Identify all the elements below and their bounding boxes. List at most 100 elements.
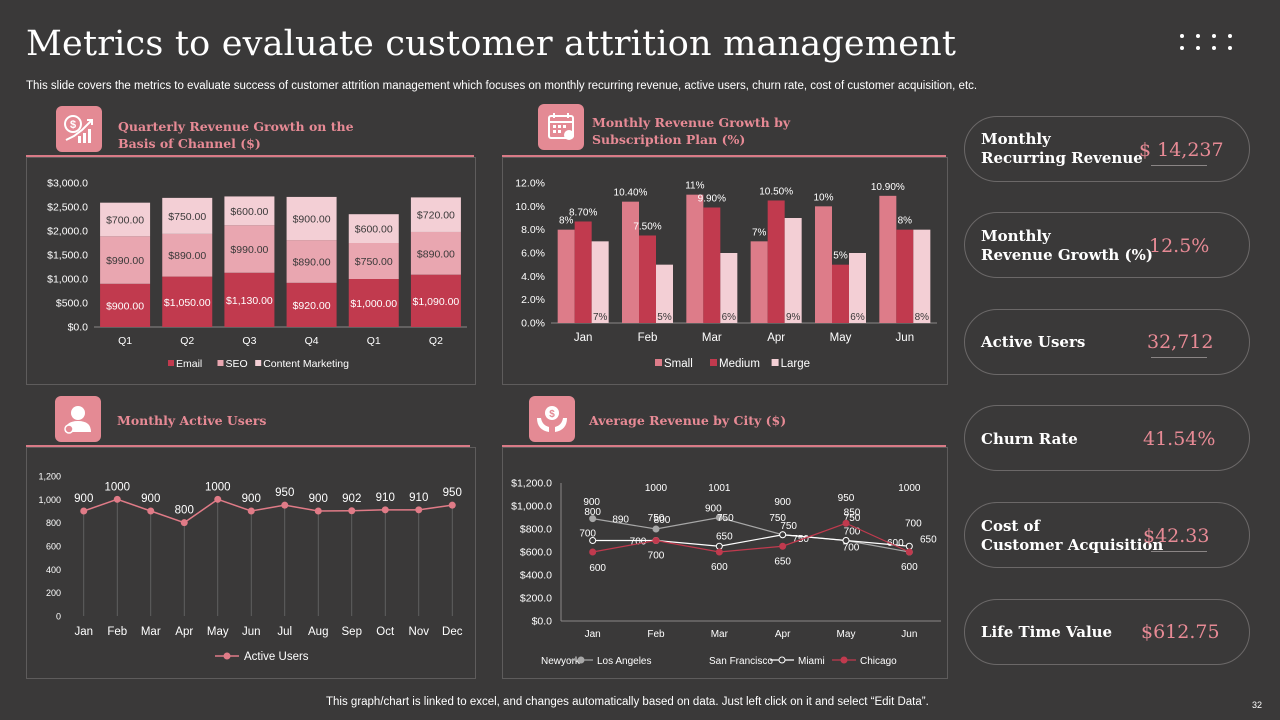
data-label: 6% xyxy=(722,312,737,323)
quarterly-chart-title: Quarterly Revenue Growth on the Basis of … xyxy=(118,119,354,151)
data-label: $900.00 xyxy=(293,214,331,226)
legend-swatch xyxy=(255,360,262,366)
y-tick-label: 2.0% xyxy=(521,294,545,306)
legend-swatch xyxy=(217,360,224,366)
legend-label: Active Users xyxy=(244,651,309,663)
data-label: 900 xyxy=(141,493,160,505)
x-tick-label: Jan xyxy=(574,332,593,344)
y-tick-label: $200.0 xyxy=(520,593,552,605)
data-point xyxy=(147,507,155,515)
data-label: 7% xyxy=(752,227,767,238)
data-label: 950 xyxy=(275,487,294,499)
data-label: 5% xyxy=(657,312,672,323)
data-label: 750 xyxy=(769,513,786,524)
active-users-panel: 0 200 400 600 800 1,000 1,200 Jan Feb Mar Apr May Ju… xyxy=(26,447,476,679)
data-point xyxy=(348,507,356,515)
city-revenue-chart: $0.0 $200.0 $400.0 $600.0 $800.0 $1,000.0 $1,2… xyxy=(511,478,941,667)
data-label: 700 xyxy=(579,529,596,540)
stacked-bar-segment xyxy=(224,225,275,273)
divider xyxy=(1151,357,1207,358)
data-point xyxy=(381,506,389,514)
legend-label: Newyork xyxy=(541,656,581,667)
data-point xyxy=(415,506,423,514)
kpi-card-churn-rate: Churn Rate 41.54% xyxy=(964,405,1250,471)
data-label: 8% xyxy=(559,216,574,227)
data-label: $600.00 xyxy=(355,224,393,236)
legend-label: Small xyxy=(664,358,693,370)
kpi-value: $42.33 xyxy=(1143,525,1210,547)
x-tick-label: Apr xyxy=(175,626,193,638)
data-point xyxy=(113,495,121,503)
stacked-bar-segment xyxy=(286,196,337,241)
y-tick-label: 1,000 xyxy=(38,495,61,505)
data-point xyxy=(905,542,913,550)
x-tick-label: Oct xyxy=(376,626,395,638)
data-label: 900 xyxy=(74,493,93,505)
data-label: 900 xyxy=(242,493,261,505)
legend-marker xyxy=(840,656,848,664)
data-label: $900.00 xyxy=(106,300,144,312)
y-tick-label: $0.0 xyxy=(532,616,553,628)
bar xyxy=(767,200,785,323)
data-label: 11% xyxy=(685,181,704,192)
legend-swatch xyxy=(771,359,779,366)
data-label: 750 xyxy=(648,513,665,524)
data-label: 9.90% xyxy=(698,194,726,205)
data-point xyxy=(448,501,456,509)
stacked-bar-segment xyxy=(162,233,213,277)
x-tick-label: Q1 xyxy=(367,335,381,347)
series-line xyxy=(83,498,453,524)
data-label: $1,090.00 xyxy=(413,296,460,308)
y-tick-label: 10.0% xyxy=(515,201,545,213)
legend-marker xyxy=(778,656,786,664)
data-label: 7.50% xyxy=(633,222,661,233)
kpi-card-active-users: Active Users 32,712 xyxy=(964,309,1250,375)
data-label: 750 xyxy=(717,513,734,524)
active-users-chart-title: Monthly Active Users xyxy=(117,413,267,428)
legend-marker xyxy=(223,652,231,660)
data-label: $720.00 xyxy=(417,210,455,222)
footer-note: This graph/chart is linked to excel, and… xyxy=(326,696,929,708)
y-tick-label: $1,500.0 xyxy=(47,250,88,262)
stacked-bar-segment xyxy=(100,236,151,284)
x-tick-label: Q3 xyxy=(242,335,256,347)
data-label: 650 xyxy=(920,534,937,545)
x-tick-label: Apr xyxy=(767,332,785,344)
x-tick-label: Jan xyxy=(585,629,601,640)
data-label: 600 xyxy=(887,538,904,549)
stacked-bar-segment xyxy=(224,196,275,226)
kpi-card-revenue-growth: Monthly Revenue Growth (%) 12.5% xyxy=(964,212,1250,278)
x-tick-label: May xyxy=(207,626,229,638)
x-tick-label: Apr xyxy=(775,629,791,640)
y-tick-label: 0 xyxy=(56,612,61,622)
stacked-bar-segment xyxy=(162,197,213,234)
bar xyxy=(557,229,575,323)
data-label: 650 xyxy=(716,531,733,542)
data-label: 910 xyxy=(409,492,428,504)
y-tick-label: $1,000.0 xyxy=(511,501,552,513)
data-label: 700 xyxy=(844,527,861,538)
kpi-card-mrr: Monthly Recurring Revenue $ 14,237 xyxy=(964,116,1250,182)
y-tick-label: $800.0 xyxy=(520,524,552,536)
data-label: 750 xyxy=(844,513,861,524)
data-label: $990.00 xyxy=(230,244,268,256)
data-label: 650 xyxy=(774,556,791,567)
y-tick-label: $400.0 xyxy=(520,570,552,582)
data-label: 900 xyxy=(583,497,600,508)
stacked-bar-segment xyxy=(410,197,461,232)
y-tick-label: 400 xyxy=(46,565,61,575)
more-options-icon[interactable] xyxy=(1180,34,1232,54)
active-users-chart: 0 200 400 600 800 1,000 1,200 Jan Feb Mar Apr May Ju… xyxy=(38,472,462,664)
divider xyxy=(502,445,946,447)
stacked-bar-segment xyxy=(410,231,461,275)
bar xyxy=(784,218,802,323)
bar xyxy=(815,206,832,323)
data-label: $920.00 xyxy=(293,300,331,312)
data-label: 700 xyxy=(905,519,922,530)
calendar-icon xyxy=(538,104,584,150)
data-label: 900 xyxy=(774,497,791,508)
x-tick-label: Mar xyxy=(702,332,722,344)
legend-swatch xyxy=(655,359,662,366)
kpi-label: Cost of Customer Acquisition xyxy=(981,517,1164,554)
page-number: 32 xyxy=(1252,700,1263,710)
